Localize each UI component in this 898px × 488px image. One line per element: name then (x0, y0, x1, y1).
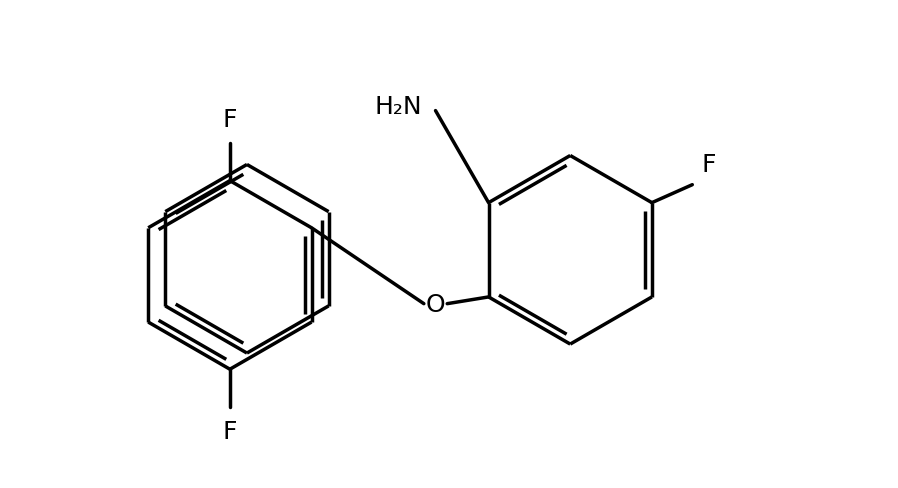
Text: F: F (223, 108, 237, 132)
Text: H₂N: H₂N (374, 95, 422, 119)
Text: F: F (223, 419, 237, 443)
Text: F: F (701, 152, 716, 176)
Text: O: O (426, 292, 445, 316)
